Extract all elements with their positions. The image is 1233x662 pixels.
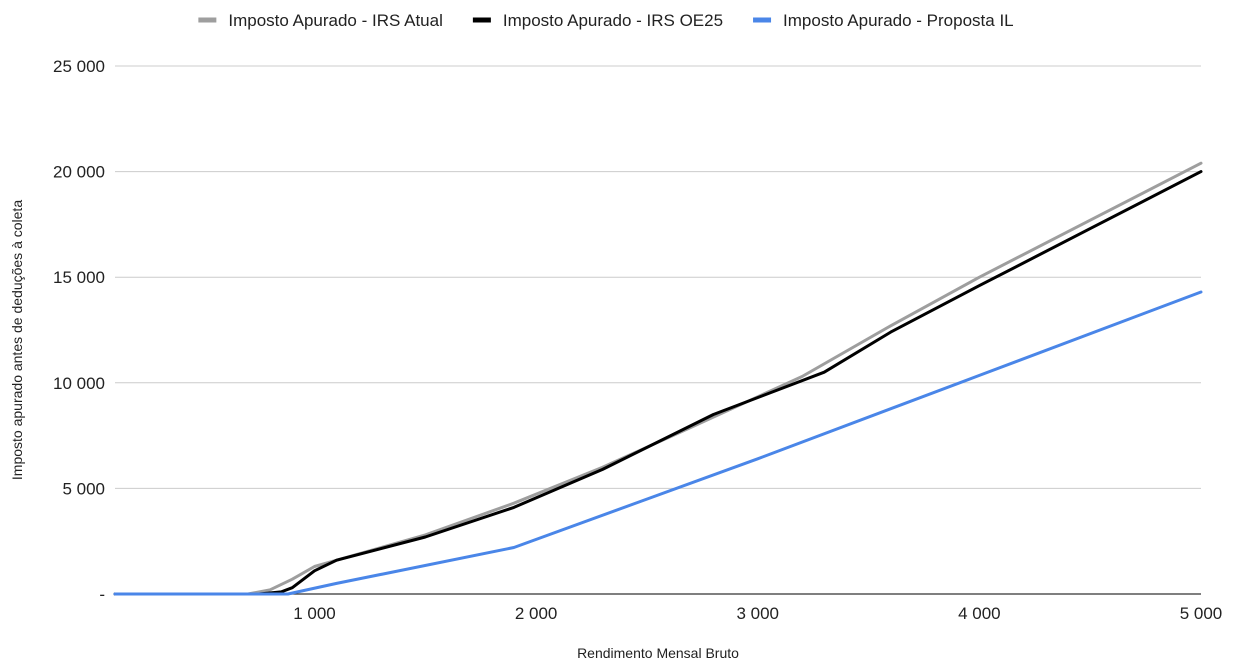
- x-axis-ticks: 1 000 2 000 3 000 4 000 5 000: [293, 604, 1222, 623]
- series-line: [113, 290, 1203, 596]
- y-tick-label: -: [99, 585, 105, 604]
- x-tick-label: 5 000: [1180, 604, 1223, 623]
- legend-label: Imposto Apurado - Proposta IL: [783, 11, 1014, 30]
- legend-label: Imposto Apurado - IRS Atual: [228, 11, 443, 30]
- y-tick-label: 5 000: [62, 479, 105, 498]
- legend-label: Imposto Apurado - IRS OE25: [503, 11, 723, 30]
- y-tick-label: 10 000: [53, 374, 105, 393]
- y-axis-title: Imposto apurado antes de deduções à cole…: [9, 200, 25, 480]
- x-axis-title: Rendimento Mensal Bruto: [577, 645, 739, 661]
- x-tick-label: 3 000: [736, 604, 779, 623]
- y-tick-label: 25 000: [53, 57, 105, 76]
- series-line: [113, 161, 1203, 596]
- y-tick-label: 20 000: [53, 163, 105, 182]
- x-tick-label: 1 000: [293, 604, 336, 623]
- x-tick-label: 2 000: [515, 604, 558, 623]
- y-tick-label: 15 000: [53, 268, 105, 287]
- x-tick-label: 4 000: [958, 604, 1001, 623]
- series-line: [113, 170, 1203, 596]
- y-axis-ticks: - 5 000 10 000 15 000 20 000 25 000: [53, 57, 105, 604]
- gridlines: [115, 65, 1201, 595]
- legend: Imposto Apurado - IRS Atual Imposto Apura…: [198, 11, 1014, 30]
- series-lines: [113, 161, 1203, 596]
